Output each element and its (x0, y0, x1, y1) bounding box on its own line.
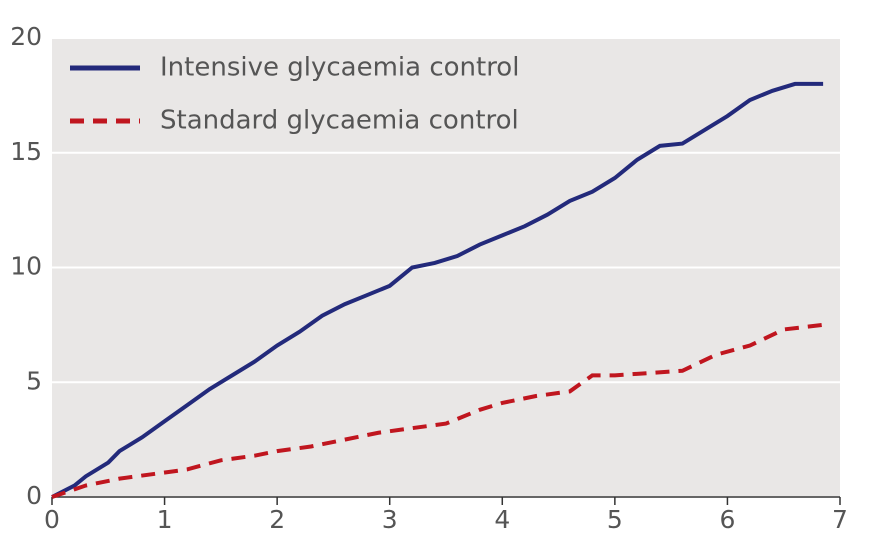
x-tick-label: 6 (719, 505, 735, 534)
line (51, 81, 824, 499)
legend-label: Standard glycaemia control (160, 106, 519, 136)
y-tick-label: 0 (26, 481, 42, 510)
line (51, 322, 824, 499)
y-tick-label: 15 (10, 137, 42, 166)
x-tick-label: 0 (44, 505, 60, 534)
y-tick-label: 20 (10, 22, 42, 51)
y-tick-label: 10 (10, 252, 42, 281)
legend-label: Intensive glycaemia control (160, 53, 519, 83)
x-tick-label: 1 (157, 505, 173, 534)
x-tick-label: 5 (607, 505, 623, 534)
x-tick-label: 7 (832, 505, 848, 534)
x-tick-label: 4 (494, 505, 510, 534)
x-tick-label: 3 (382, 505, 398, 534)
x-tick-label: 2 (269, 505, 285, 534)
y-tick-label: 5 (26, 366, 42, 395)
